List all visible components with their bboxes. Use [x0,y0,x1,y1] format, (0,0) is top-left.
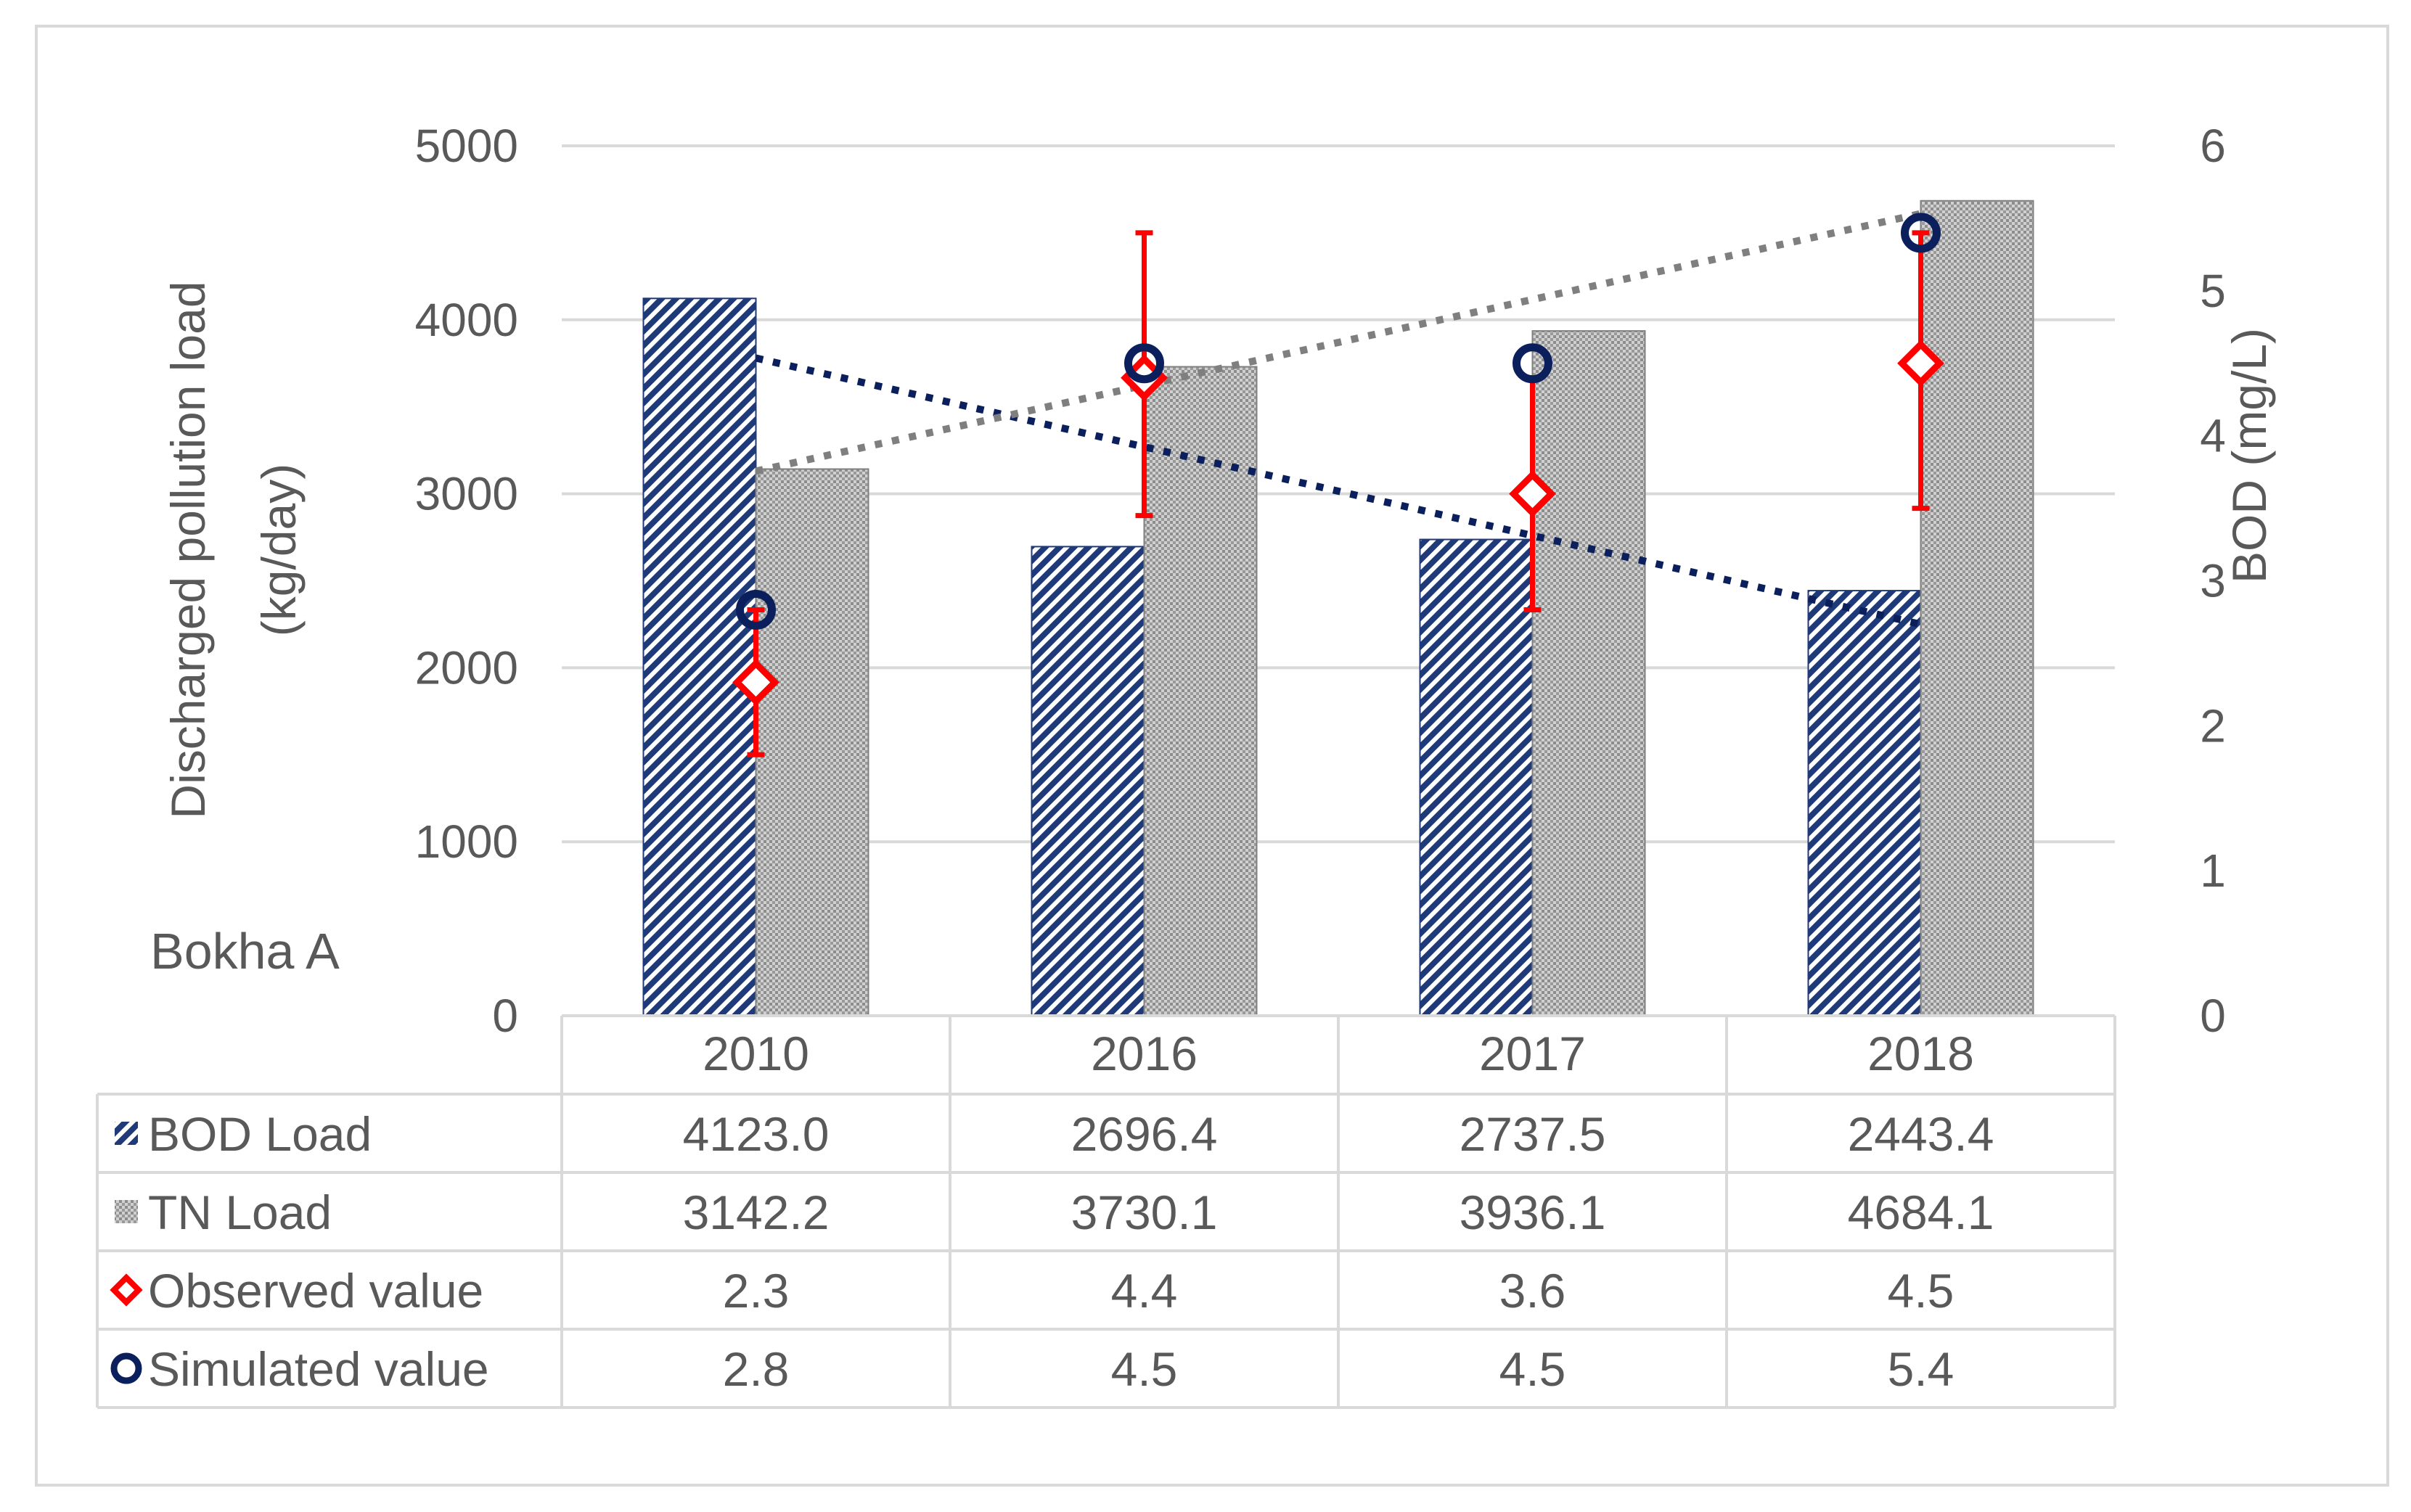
simulated-marker-2018 [1901,213,1941,253]
table-cell-value: 5.4 [1888,1342,1954,1396]
left-tick-label: 5000 [415,120,518,172]
series-name-simulated-value: Simulated value [148,1342,489,1396]
category-label-2016: 2016 [1091,1027,1198,1080]
left-axis-ticks: 0 1000 2000 3000 4000 5000 [415,120,518,1042]
right-tick-label: 3 [2200,555,2226,607]
bod-load-bar-2016 [1031,546,1145,1016]
trendline-bod-load [755,354,1922,628]
data-table: 2010 2016 2017 2018 BOD Load 4123.0 2696.4 2737… [96,1014,2116,1409]
chart-frame: 0 1000 2000 3000 4000 5000 0 1 2 3 4 5 6 Discharged… [35,25,2389,1487]
tn-load-bar-2018 [1920,200,2034,1017]
markers-layer [732,213,1944,757]
right-tick-label: 4 [2200,410,2226,462]
table-cell-value: 4.5 [1888,1264,1954,1318]
left-tick-label: 3000 [415,468,518,520]
bod-load-bar-2010 [642,297,757,1016]
table-cell-value: 4.4 [1111,1264,1178,1318]
observed-legend-key [110,1273,143,1307]
tn-load-bar-2010 [755,468,869,1016]
bars-layer [642,200,2034,1017]
observed-marker-2010 [732,659,779,706]
left-axis-title-line2: (kg/day) [252,464,306,636]
table-cell-value: 3936.1 [1460,1186,1606,1239]
table-cell-value: 4.5 [1111,1342,1178,1396]
table-cell-value: 2737.5 [1460,1107,1606,1161]
right-tick-label: 2 [2200,699,2226,752]
simulated-marker-2010 [736,589,776,630]
right-axis-title: BOD (mg/L) [2222,328,2276,583]
table-cell-value: 2.3 [723,1264,790,1318]
trendline-tn-load [755,210,1922,475]
trendlines-layer [755,210,1922,628]
right-tick-label: 5 [2200,265,2226,317]
table-cell-value: 3730.1 [1071,1186,1218,1239]
table-cell-value: 2443.4 [1848,1107,1994,1161]
table-cell-value: 3142.2 [683,1186,830,1239]
left-axis-title-line1: Discharged pollution load [161,281,215,818]
table-cell-value: 4684.1 [1848,1186,1994,1239]
right-tick-label: 6 [2200,120,2226,172]
tn-load-bar-2017 [1531,330,1646,1016]
observed-marker-2018 [1897,340,1944,387]
series-name-tn-load: TN Load [148,1186,332,1239]
simulated-marker-2017 [1512,343,1552,384]
right-tick-label: 1 [2200,845,2226,897]
panel-label: Bokha A [150,923,340,979]
bod-load-legend-key [115,1122,138,1145]
table-cell-value: 3.6 [1499,1264,1566,1318]
right-tick-label: 0 [2200,990,2226,1042]
category-label-2017: 2017 [1479,1027,1586,1080]
chart-svg: 0 1000 2000 3000 4000 5000 0 1 2 3 4 5 6 Discharged… [96,120,2276,1409]
left-tick-label: 1000 [415,815,518,868]
series-name-bod-load: BOD Load [148,1107,372,1161]
table-cell-value: 2.8 [723,1342,790,1396]
left-tick-label: 0 [492,990,518,1042]
category-label-2010: 2010 [703,1027,809,1080]
table-cell-value: 4123.0 [683,1107,830,1161]
left-tick-label: 2000 [415,641,518,694]
bod-load-bar-2017 [1419,538,1534,1016]
tn-load-legend-key [115,1200,138,1223]
bod-load-bar-2018 [1807,590,1922,1016]
series-name-observed-value: Observed value [148,1264,483,1318]
tn-load-bar-2016 [1143,366,1258,1016]
table-cell-value: 2696.4 [1071,1107,1218,1161]
table-cell-value: 4.5 [1499,1342,1566,1396]
right-axis-ticks: 0 1 2 3 4 5 6 [2200,120,2226,1042]
simulated-legend-key [110,1352,142,1384]
left-tick-label: 4000 [415,294,518,346]
category-label-2018: 2018 [1867,1027,1974,1080]
observed-marker-2017 [1509,470,1556,517]
simulated-marker-2016 [1124,343,1164,384]
